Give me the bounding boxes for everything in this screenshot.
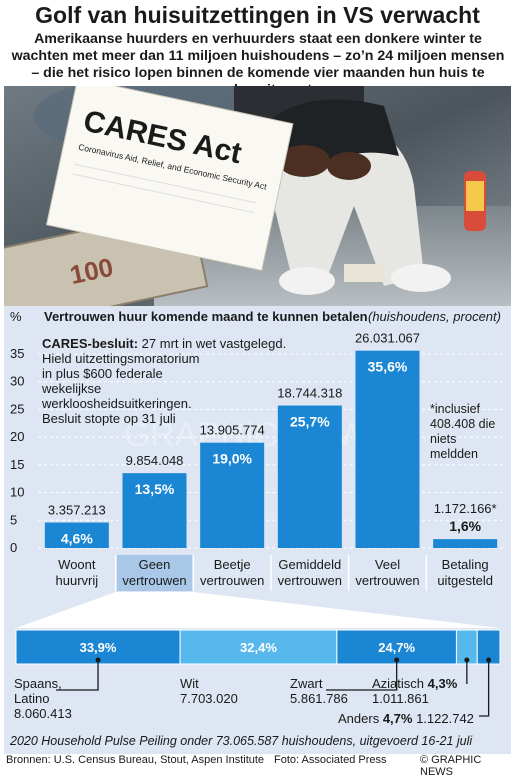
breakdown-label: 5.861.786 bbox=[290, 691, 348, 706]
breakdown-label: Latino bbox=[14, 691, 49, 706]
y-tick-label: 10 bbox=[10, 485, 24, 500]
bar-count-label: 18.744.318 bbox=[277, 386, 342, 401]
leader-line bbox=[56, 660, 99, 691]
bar-count-label: 1.172.166* bbox=[434, 501, 497, 516]
category-label: vertrouwen bbox=[278, 573, 342, 588]
cares-note-date: 27 mrt in wet vastgelegd. bbox=[138, 336, 287, 351]
bar-count-label: 13.905.774 bbox=[200, 423, 265, 438]
leader-line bbox=[326, 660, 398, 691]
y-axis-unit: % bbox=[10, 309, 22, 324]
bar bbox=[200, 442, 265, 548]
y-tick-label: 35 bbox=[10, 346, 24, 361]
leader-dot bbox=[486, 657, 492, 663]
breakdown-label: 8.060.413 bbox=[14, 706, 72, 721]
stack-value-label: 24,7% bbox=[378, 640, 415, 655]
category-label: vertrouwen bbox=[122, 573, 186, 588]
category-label: vertrouwen bbox=[200, 573, 264, 588]
bar bbox=[433, 539, 498, 548]
survey-note: 2020 Household Pulse Peiling onder 73.06… bbox=[10, 734, 473, 748]
breakdown-label: Zwart bbox=[290, 676, 323, 691]
category-label: uitgesteld bbox=[437, 573, 493, 588]
category-label: huurvrij bbox=[56, 573, 99, 588]
bar-value-label: 25,7% bbox=[290, 414, 330, 430]
bar-count-label: 9.854.048 bbox=[126, 453, 184, 468]
bar-value-label: 13,5% bbox=[135, 481, 175, 497]
leader-dot bbox=[464, 657, 470, 663]
y-tick-label: 20 bbox=[10, 429, 24, 444]
inclusive-note: *inclusief 408.408 die niets meldden bbox=[430, 402, 496, 461]
stack-value-label: 32,4% bbox=[240, 640, 277, 655]
category-label: Beetje bbox=[214, 557, 251, 572]
leader-dot bbox=[95, 657, 101, 663]
y-tick-label: 5 bbox=[10, 512, 17, 527]
footer-photo: Foto: Associated Press bbox=[274, 754, 387, 766]
bar-value-label: 1,6% bbox=[449, 518, 481, 534]
bar bbox=[277, 405, 342, 548]
breakdown-count: 1.011.861 bbox=[372, 691, 429, 706]
cares-note-body: Hield uitzettingsmoratorium in plus $600… bbox=[42, 351, 200, 426]
cares-note: CARES-besluit: 27 mrt in wet vastgelegd.… bbox=[42, 336, 342, 426]
bar-count-label: 3.357.213 bbox=[48, 503, 106, 518]
breakdown-label: Anders 4,7% 1.122.742 bbox=[338, 711, 474, 726]
stack-value-label: 33,9% bbox=[80, 640, 117, 655]
category-label: Woont bbox=[58, 557, 96, 572]
category-label: Betaling bbox=[442, 557, 489, 572]
chart-panel: % Vertrouwen huur komende maand te kunne… bbox=[4, 306, 511, 754]
bar-value-label: 35,6% bbox=[368, 359, 408, 375]
breakdown-label: Wit bbox=[180, 676, 199, 691]
bar-value-label: 4,6% bbox=[61, 531, 93, 547]
category-label: vertrouwen bbox=[355, 573, 419, 588]
chart-title: Vertrouwen huur komende maand te kunnen … bbox=[44, 309, 368, 324]
breakdown-label: 7.703.020 bbox=[180, 691, 238, 706]
y-tick-label: 30 bbox=[10, 374, 24, 389]
page-title: Golf van huisuitzettingen in VS verwacht bbox=[35, 2, 480, 28]
breakdown-label: Aziatisch 4,3% bbox=[372, 676, 458, 691]
category-highlight bbox=[116, 555, 193, 591]
category-label: Geen bbox=[139, 557, 171, 572]
bar-value-label: 19,0% bbox=[212, 451, 252, 467]
chart-svg: % Vertrouwen huur komende maand te kunne… bbox=[10, 309, 504, 726]
bar bbox=[122, 473, 187, 548]
leader-dot bbox=[394, 657, 400, 663]
breakdown-connector bbox=[16, 592, 500, 628]
bar bbox=[355, 350, 420, 548]
chart-subtitle: (huishoudens, procent) bbox=[368, 309, 501, 324]
footer-credit: © GRAPHIC NEWS bbox=[420, 754, 482, 778]
cares-note-label: CARES-besluit: bbox=[42, 336, 139, 351]
bar bbox=[44, 522, 109, 548]
y-tick-label: 0 bbox=[10, 540, 17, 555]
category-label: Gemiddeld bbox=[278, 557, 341, 572]
news-photo: 100 CARES Act Coronavirus Aid, Relief, a… bbox=[4, 86, 511, 306]
footer-sources: Bronnen: U.S. Census Bureau, Stout, Aspe… bbox=[6, 754, 265, 766]
leader-line bbox=[479, 660, 490, 717]
y-tick-label: 25 bbox=[10, 401, 24, 416]
breakdown-label: Spaans, bbox=[14, 676, 62, 691]
bar-count-label: 26.031.067 bbox=[355, 331, 420, 346]
category-label: Veel bbox=[375, 557, 400, 572]
y-tick-label: 15 bbox=[10, 457, 24, 472]
